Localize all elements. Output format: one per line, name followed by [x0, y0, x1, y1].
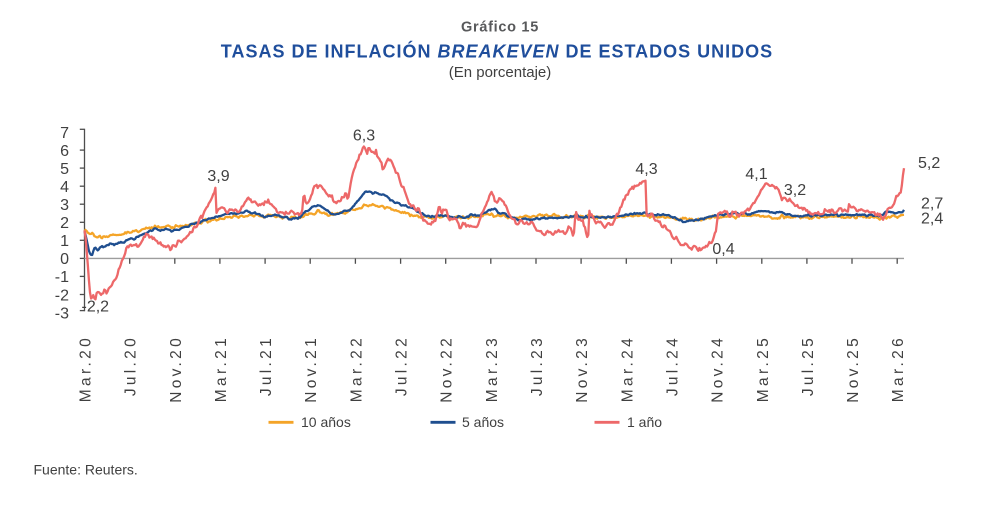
svg-text:2,4: 2,4 — [921, 211, 943, 228]
svg-text:6: 6 — [60, 143, 69, 160]
svg-text:Mar.26: Mar.26 — [890, 335, 907, 402]
svg-text:0: 0 — [60, 251, 69, 268]
svg-text:4,1: 4,1 — [745, 166, 767, 183]
svg-text:3,2: 3,2 — [784, 182, 806, 199]
svg-text:-3: -3 — [55, 305, 69, 322]
svg-text:10 años: 10 años — [301, 414, 351, 430]
svg-text:Mar.20: Mar.20 — [78, 335, 95, 402]
svg-text:1: 1 — [60, 233, 69, 250]
svg-text:5,2: 5,2 — [918, 155, 940, 172]
svg-text:Nov.20: Nov.20 — [168, 335, 185, 403]
svg-text:Jul.22: Jul.22 — [394, 335, 411, 396]
svg-text:0,4: 0,4 — [712, 241, 734, 258]
svg-text:5 años: 5 años — [462, 414, 504, 430]
svg-text:Mar.21: Mar.21 — [213, 335, 230, 402]
svg-text:Jul.24: Jul.24 — [664, 335, 681, 396]
svg-text:6,3: 6,3 — [353, 128, 375, 145]
svg-text:Mar.25: Mar.25 — [755, 335, 772, 402]
svg-text:Jul.21: Jul.21 — [258, 335, 275, 396]
svg-text:Nov.22: Nov.22 — [439, 335, 456, 403]
svg-text:Jul.20: Jul.20 — [123, 335, 140, 396]
svg-text:Nov.25: Nov.25 — [845, 335, 862, 403]
svg-text:4,3: 4,3 — [635, 161, 657, 178]
svg-text:Gráfico 15: Gráfico 15 — [461, 20, 539, 36]
svg-text:-1: -1 — [55, 269, 69, 286]
svg-text:2,7: 2,7 — [921, 196, 943, 213]
svg-text:Jul.25: Jul.25 — [800, 335, 817, 396]
svg-text:Mar.24: Mar.24 — [619, 335, 636, 402]
svg-text:Nov.21: Nov.21 — [303, 335, 320, 403]
svg-text:TASAS DE INFLACIÓN BREAKEVEN D: TASAS DE INFLACIÓN BREAKEVEN DE ESTADOS … — [221, 41, 773, 62]
svg-text:7: 7 — [60, 125, 69, 142]
svg-text:Fuente: Reuters.: Fuente: Reuters. — [34, 462, 138, 478]
svg-text:Mar.22: Mar.22 — [348, 335, 365, 402]
svg-text:1 año: 1 año — [627, 414, 662, 430]
svg-text:2: 2 — [60, 215, 69, 232]
svg-text:3: 3 — [60, 197, 69, 214]
svg-text:4: 4 — [60, 179, 69, 196]
svg-text:Mar.23: Mar.23 — [484, 335, 501, 402]
svg-text:Nov.23: Nov.23 — [574, 335, 591, 403]
svg-text:-2,2: -2,2 — [82, 299, 110, 316]
svg-text:5: 5 — [60, 161, 69, 178]
svg-text:Nov.24: Nov.24 — [710, 335, 727, 403]
svg-text:Jul.23: Jul.23 — [529, 335, 546, 396]
svg-text:(En porcentaje): (En porcentaje) — [449, 64, 552, 81]
svg-text:3,9: 3,9 — [207, 168, 229, 185]
svg-text:-2: -2 — [55, 287, 69, 304]
